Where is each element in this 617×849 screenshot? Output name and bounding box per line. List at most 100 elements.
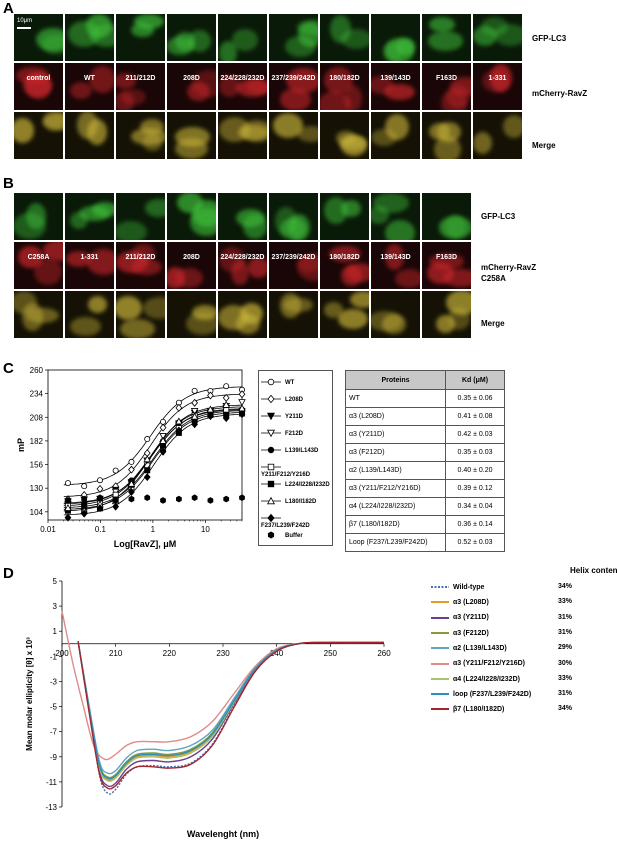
cell-blob bbox=[16, 66, 49, 85]
legend-marker bbox=[261, 378, 281, 386]
micrograph-cell: 208D bbox=[167, 63, 216, 110]
kd-table-row: α3 (Y211/F212/Y216D) 0.39 ± 0.12 bbox=[345, 479, 505, 498]
micrograph-cell bbox=[422, 291, 471, 338]
cell-blob bbox=[42, 112, 63, 131]
legend-marker bbox=[261, 446, 281, 454]
cell-blob bbox=[116, 296, 143, 321]
cell-blob bbox=[435, 315, 455, 334]
data-point bbox=[159, 433, 167, 441]
fp-chart-legend: WT L208D Y211D F212D L139/L143D Y211/F212/Y21… bbox=[258, 370, 333, 546]
legend-item: L224/I228/I232D bbox=[259, 479, 330, 489]
cell-blob bbox=[134, 14, 165, 30]
data-point bbox=[159, 436, 167, 444]
cd-legend-item: β7 (L180/I182D) 34% bbox=[430, 705, 572, 713]
data-point bbox=[81, 483, 88, 490]
legend-symbol bbox=[267, 463, 275, 471]
legend-symbol bbox=[266, 496, 276, 505]
x-tick-label: 240 bbox=[270, 649, 284, 658]
micrograph-cell: control bbox=[14, 63, 63, 110]
data-point bbox=[160, 418, 167, 425]
column-label: 1-331 bbox=[80, 254, 99, 261]
data-point bbox=[159, 423, 167, 432]
data-point bbox=[190, 408, 199, 415]
row-label-a-merge: Merge bbox=[532, 141, 556, 150]
micrograph-cell bbox=[371, 112, 420, 159]
micrograph-cell bbox=[218, 14, 267, 61]
micrograph-cell: 211/212D bbox=[116, 63, 165, 110]
cell-blob bbox=[328, 245, 361, 263]
cd-legend-helix: 34% bbox=[558, 583, 573, 590]
cell-blob bbox=[340, 29, 369, 49]
legend-marker bbox=[261, 480, 281, 488]
cell-blob bbox=[323, 66, 353, 95]
micrograph-cell bbox=[14, 14, 63, 61]
cd-legend-item: α3 (F212D) 31% bbox=[430, 629, 572, 637]
legend-symbol bbox=[266, 429, 276, 438]
data-point bbox=[144, 494, 151, 502]
cell-blob bbox=[116, 251, 148, 273]
cd-legend-swatch bbox=[431, 631, 449, 634]
cd-legend-item: α3 (Y211D) 31% bbox=[430, 614, 572, 622]
micrograph-cell bbox=[65, 193, 114, 240]
x-tick-label: 210 bbox=[109, 649, 123, 658]
panel-letter-a: A bbox=[3, 0, 14, 17]
data-point bbox=[239, 494, 245, 502]
kd-table-row: α3 (F212D) 0.35 ± 0.03 bbox=[345, 443, 505, 462]
cell-blob bbox=[177, 193, 204, 214]
y-tick-label: 130 bbox=[30, 484, 44, 493]
cell-blob bbox=[68, 20, 101, 48]
micrograph-cell bbox=[167, 14, 216, 61]
cell-blob bbox=[383, 41, 403, 61]
kd-table-value: 0.42 ± 0.03 bbox=[445, 425, 505, 444]
cell-blob bbox=[494, 24, 522, 47]
cell-blob bbox=[330, 15, 352, 43]
micrograph-cell bbox=[320, 14, 369, 61]
kd-table-value: 0.34 ± 0.04 bbox=[445, 497, 505, 516]
cell-blob bbox=[428, 17, 456, 33]
cell-blob bbox=[449, 76, 471, 97]
x-tick-label: 220 bbox=[163, 649, 177, 658]
cell-blob bbox=[446, 291, 471, 316]
legend-symbol bbox=[267, 513, 275, 523]
cell-blob bbox=[189, 208, 216, 236]
cell-blob bbox=[14, 118, 35, 143]
column-label: 139/143D bbox=[380, 75, 411, 82]
data-point bbox=[128, 487, 135, 496]
y-tick-label: 1 bbox=[53, 627, 58, 636]
row-label-b-mcherry: mCherry-RavZ C258A bbox=[481, 263, 537, 283]
panel-letter-c: C bbox=[3, 360, 14, 377]
cell-blob bbox=[341, 200, 361, 217]
legend-label: Buffer bbox=[285, 532, 303, 539]
legend-label: Y211D bbox=[285, 413, 304, 420]
cd-legend-swatch bbox=[431, 693, 449, 696]
kd-table-row: Loop (F237/L239/F242D) 0.52 ± 0.03 bbox=[345, 533, 505, 552]
legend-item: L139/L143D bbox=[259, 445, 318, 455]
micrograph-cell bbox=[218, 112, 267, 159]
column-label: 237/239/242D bbox=[271, 75, 316, 82]
x-axis-label: Wavelenght (nm) bbox=[187, 829, 259, 839]
data-point bbox=[207, 412, 214, 421]
cell-blob bbox=[428, 31, 464, 51]
spectrum-line bbox=[77, 641, 385, 790]
cell-blob bbox=[280, 293, 302, 318]
row-label-a-mcherry: mCherry-RavZ bbox=[532, 89, 588, 98]
cd-legend-swatch bbox=[431, 708, 449, 711]
kd-table-row: α4 (L224/I228/I232D) 0.34 ± 0.04 bbox=[345, 497, 505, 516]
cd-legend-label: α3 (Y211D) bbox=[453, 614, 489, 622]
legend-marker bbox=[261, 394, 281, 404]
data-point bbox=[175, 417, 183, 425]
micrograph-cell bbox=[65, 291, 114, 338]
panel-letter-b: B bbox=[3, 175, 14, 192]
row-label-a-gfp: GFP-LC3 bbox=[532, 34, 567, 43]
y-axis-label: mP bbox=[16, 438, 26, 452]
data-point bbox=[81, 495, 88, 503]
legend-item: L208D bbox=[259, 394, 303, 404]
micrograph-cell: WT bbox=[65, 63, 114, 110]
data-point bbox=[96, 484, 104, 493]
column-label: 180/182D bbox=[329, 75, 360, 82]
scale-bar-label: 10μm bbox=[17, 18, 33, 24]
cell-blob bbox=[86, 249, 114, 275]
micrograph-cell bbox=[116, 291, 165, 338]
cell-blob bbox=[187, 29, 211, 53]
kd-table-value: 0.52 ± 0.03 bbox=[445, 533, 505, 552]
